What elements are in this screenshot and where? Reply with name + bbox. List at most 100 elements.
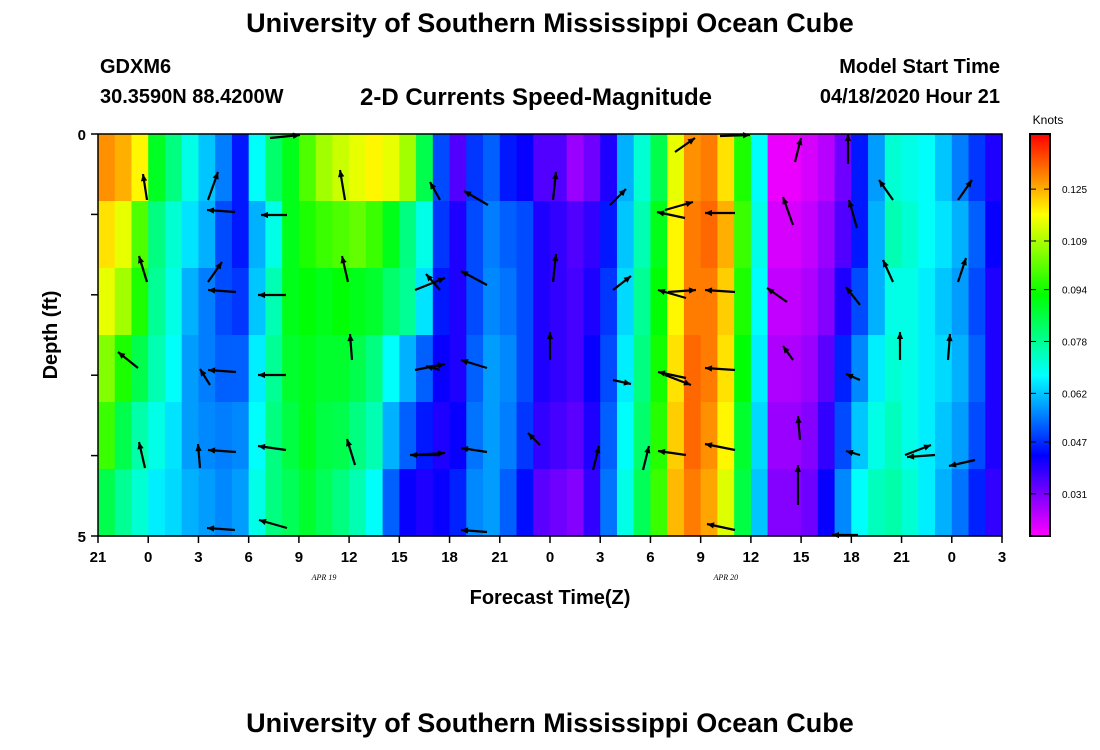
colorbar-tick-label: 0.094	[1062, 286, 1087, 297]
y-axis: 05	[78, 127, 98, 546]
heatmap-cell	[315, 134, 333, 202]
heatmap-cell	[432, 201, 451, 269]
current-vector	[207, 447, 237, 454]
heatmap-cell	[734, 402, 752, 470]
heatmap-cell	[516, 268, 534, 336]
current-vector-head	[846, 287, 853, 295]
heatmap-cell	[901, 201, 919, 269]
x-tick-label: 0	[144, 549, 152, 566]
heatmap-cell	[734, 335, 752, 403]
heatmap-cell	[365, 402, 384, 470]
current-vector	[206, 525, 236, 532]
heatmap-cell	[114, 134, 133, 202]
current-vector-head	[410, 451, 417, 459]
current-vector-head	[832, 531, 839, 539]
heatmap-cell	[416, 134, 434, 202]
model-start-label: Model Start Time	[839, 56, 1000, 78]
current-vector-head	[346, 439, 353, 447]
current-vector	[414, 276, 446, 292]
heatmap-cell	[483, 469, 501, 537]
heatmap-cell	[131, 268, 149, 336]
heatmap-cell	[282, 268, 300, 336]
current-vector	[551, 253, 559, 283]
heatmap-cell	[566, 134, 585, 202]
x-tick-label: 18	[843, 549, 860, 566]
heatmap-cell	[499, 268, 518, 336]
heatmap-cell	[416, 201, 434, 269]
current-vector-head	[707, 522, 715, 529]
heatmap-cell	[382, 201, 400, 269]
heatmap-cell	[951, 134, 970, 202]
heatmap-cell	[466, 268, 484, 336]
heatmap-cell	[298, 268, 317, 336]
heatmap-cell	[550, 335, 568, 403]
current-vector-head	[796, 138, 803, 146]
current-vector-head	[794, 465, 802, 472]
heatmap-cell	[633, 335, 652, 403]
heatmap-cell	[516, 402, 534, 470]
heatmap-cell	[98, 469, 116, 537]
heatmap-cell	[265, 402, 283, 470]
heatmap-cell	[449, 268, 467, 336]
heatmap-cell	[298, 402, 317, 470]
heatmap-cell	[282, 335, 300, 403]
x-tick-label: 21	[491, 549, 508, 566]
heatmap-cell	[918, 402, 936, 470]
heatmap-cell	[851, 268, 869, 336]
heatmap-cell	[332, 469, 350, 537]
heatmap-cell	[315, 335, 333, 403]
current-vector-head	[461, 527, 469, 534]
heatmap-cell	[616, 335, 635, 403]
heatmap-cell	[315, 268, 333, 336]
current-vector	[946, 333, 953, 361]
heatmap-cell	[399, 335, 417, 403]
heatmap-cell	[550, 268, 568, 336]
heatmap-cell	[784, 335, 802, 403]
station-coordinates: 30.3590N 88.4200W	[100, 86, 284, 108]
y-tick-label: 0	[78, 127, 86, 144]
heatmap-cell	[148, 335, 166, 403]
heatmap-cell	[114, 402, 133, 470]
heatmap-cell	[382, 469, 400, 537]
heatmap-cell	[164, 469, 183, 537]
current-vector-head	[207, 525, 215, 532]
heatmap-cell	[650, 134, 668, 202]
heatmap-cell	[683, 201, 702, 269]
heatmap-cell	[566, 268, 585, 336]
heatmap-cell	[600, 268, 618, 336]
heatmap-cell	[248, 201, 267, 269]
heatmap-cell	[801, 402, 819, 470]
current-vector-head	[594, 446, 601, 454]
current-vector	[527, 432, 541, 446]
x-tick-label: 12	[743, 549, 760, 566]
heatmap-cell	[717, 201, 735, 269]
x-tick-label: 21	[90, 549, 107, 566]
heatmap-cell	[449, 402, 467, 470]
current-vector	[878, 179, 894, 201]
heatmap-cell	[533, 402, 551, 470]
heatmap-cell	[734, 268, 752, 336]
current-vector	[463, 190, 489, 206]
current-vector-head	[907, 453, 915, 460]
current-vector	[794, 465, 802, 505]
heatmap-cell	[164, 201, 183, 269]
current-vector-head	[644, 446, 651, 454]
current-vector	[257, 443, 287, 452]
heatmap-cell	[918, 268, 936, 336]
heatmap-cell	[248, 402, 267, 470]
heatmap-cell	[951, 335, 970, 403]
heatmap-cell	[667, 134, 685, 202]
heatmap-cell	[131, 402, 149, 470]
heatmap-cell	[449, 134, 467, 202]
current-vector-head	[118, 352, 126, 359]
current-vector-head	[685, 200, 693, 207]
current-vector	[207, 287, 237, 294]
heatmap-cell	[483, 201, 501, 269]
current-vector-head	[546, 332, 554, 339]
current-vector	[657, 288, 687, 300]
heatmap-cell	[198, 268, 216, 336]
footer-title: University of Southern Mississippi Ocean…	[246, 708, 854, 738]
heatmap-cell	[901, 335, 919, 403]
heatmap-cell	[616, 201, 635, 269]
heatmap-cell	[868, 469, 886, 537]
